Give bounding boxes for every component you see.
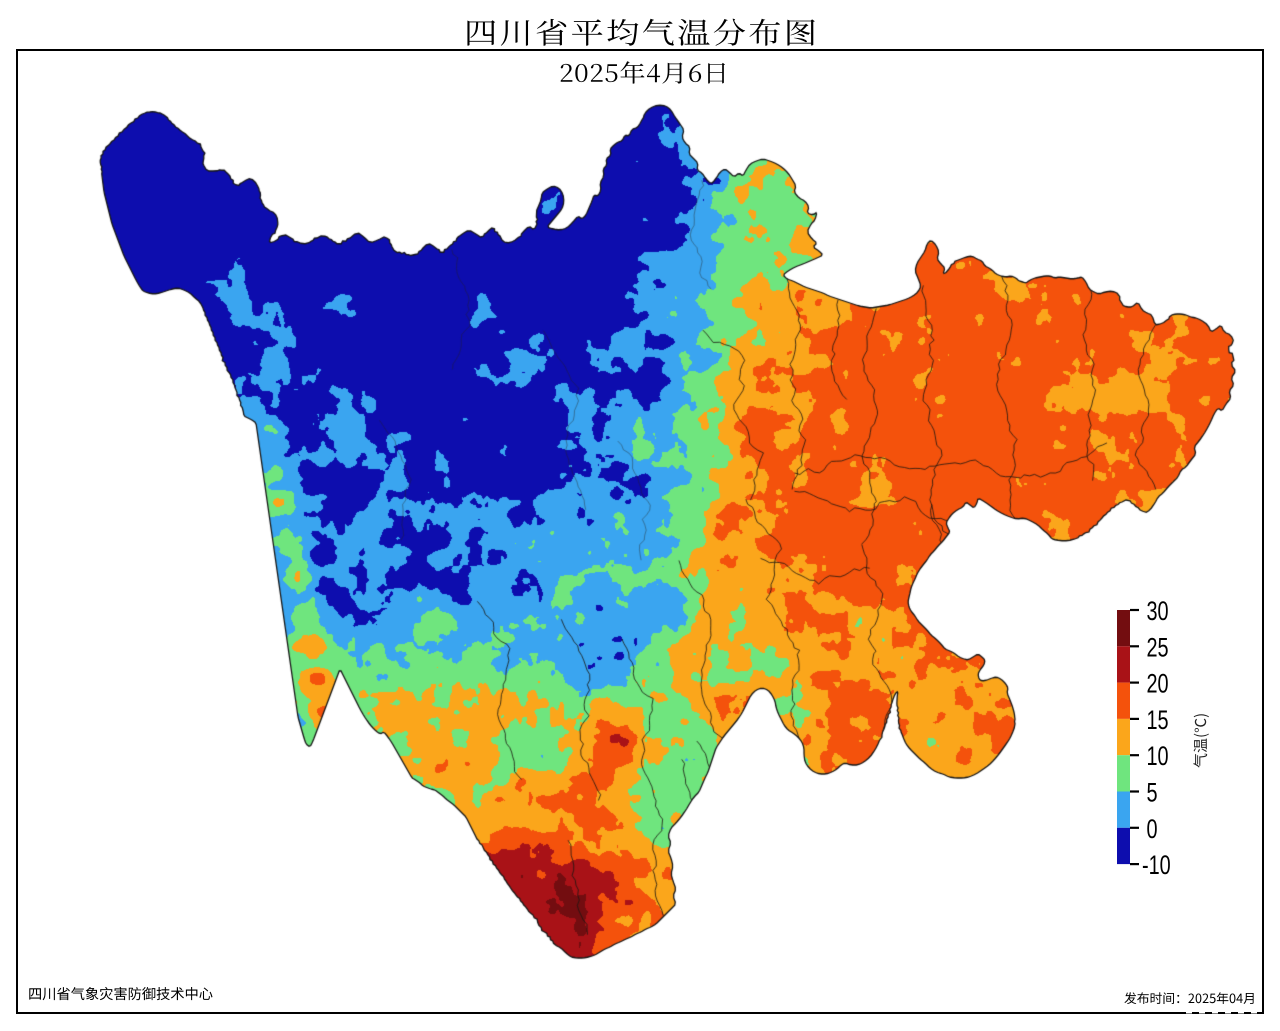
svg-text:20: 20 [1147, 669, 1169, 698]
svg-text:0: 0 [1147, 814, 1158, 843]
svg-text:25: 25 [1147, 633, 1169, 662]
svg-text:15: 15 [1147, 705, 1169, 734]
svg-text:30: 30 [1147, 596, 1169, 625]
svg-text:10: 10 [1147, 741, 1169, 770]
svg-text:5: 5 [1147, 778, 1158, 807]
svg-text:-10: -10 [1142, 850, 1171, 879]
